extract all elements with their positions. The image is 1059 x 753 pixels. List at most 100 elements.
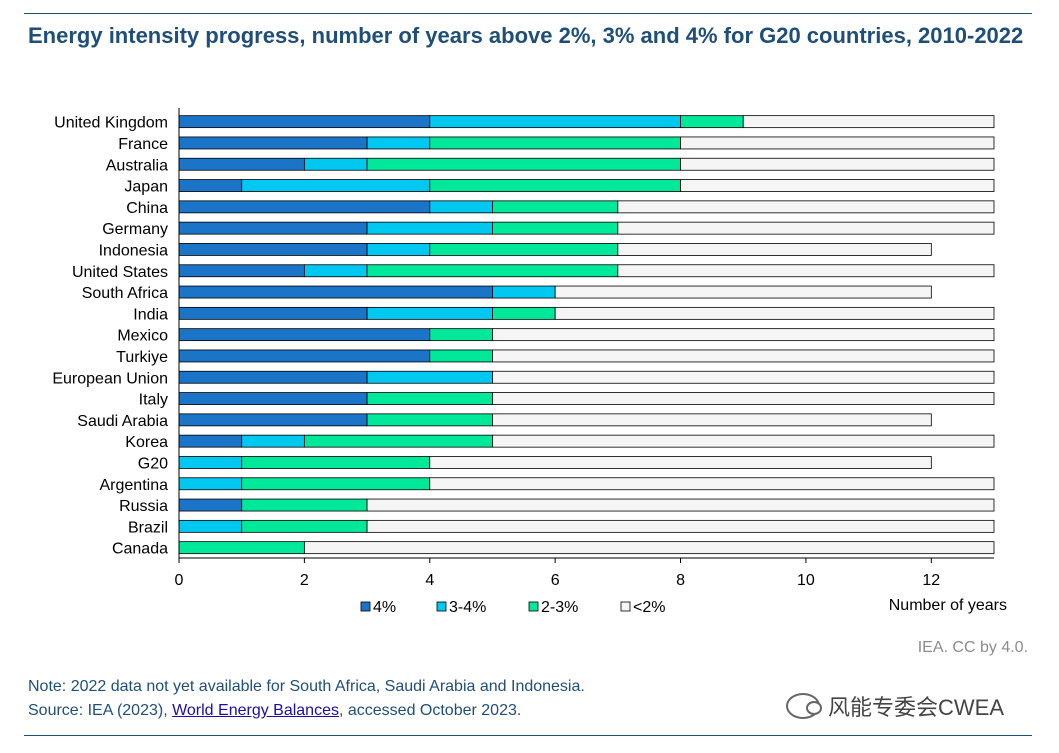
bar-segment — [742, 115, 995, 129]
category-label: South Africa — [82, 285, 168, 302]
bar-segment — [429, 243, 619, 256]
source-prefix: Source: IEA (2023), — [28, 702, 173, 719]
category-label: G20 — [138, 455, 168, 472]
bar-segment — [492, 370, 995, 384]
bar-segment — [178, 328, 431, 342]
bar-segment — [178, 243, 368, 256]
bar-segment — [617, 243, 932, 256]
bar-segment — [492, 328, 995, 342]
legend-swatch — [360, 601, 371, 612]
bar-segment — [366, 392, 493, 405]
bar-segment — [680, 157, 995, 171]
category-label: Germany — [102, 221, 168, 238]
bar-segment — [178, 179, 243, 192]
bar-segment — [366, 413, 493, 427]
bar-segment — [366, 306, 493, 320]
bar-segment — [492, 413, 932, 427]
bar-segment — [178, 434, 243, 448]
bar-segment — [617, 200, 995, 214]
bar-segment — [241, 434, 305, 448]
bar-segment — [178, 285, 493, 299]
bar-segment — [680, 115, 744, 129]
bar-segment — [178, 306, 368, 320]
bar-segment — [492, 285, 556, 299]
source-link[interactable]: World Energy Balances — [172, 702, 339, 719]
source-line: Source: IEA (2023), World Energy Balance… — [28, 699, 585, 723]
bar-segment — [429, 179, 681, 192]
category-label: Indonesia — [99, 242, 168, 259]
category-label: United States — [72, 264, 168, 281]
bar-segment — [241, 477, 431, 491]
category-label: Turkiye — [116, 349, 168, 366]
category-label: Japan — [124, 179, 168, 196]
bar-segment — [617, 221, 995, 235]
bar-segment — [178, 349, 431, 363]
x-tick-label: 6 — [551, 572, 560, 589]
bar-segment — [178, 370, 368, 384]
bar-segment — [492, 392, 995, 405]
bar-segment — [178, 157, 305, 171]
bar-segment — [680, 136, 995, 150]
category-label: Mexico — [117, 328, 168, 345]
bar-segment — [303, 541, 995, 555]
bar-segment — [178, 477, 243, 491]
category-label: European Union — [52, 370, 168, 387]
stacked-bar-chart: United Kingdom France Australia Japan China G… — [52, 108, 1007, 616]
source-suffix: , accessed October 2023. — [338, 702, 522, 719]
note-line: Note: 2022 data not yet available for So… — [28, 678, 585, 695]
watermark: 风能专委会CWEA — [786, 690, 1004, 722]
category-label: Korea — [125, 434, 168, 451]
bar-segment — [178, 200, 431, 214]
category-label: China — [126, 200, 168, 217]
legend-swatch — [620, 601, 631, 612]
bar-segment — [241, 498, 368, 512]
x-tick-label: 4 — [425, 572, 434, 589]
category-label: Italy — [139, 392, 168, 409]
x-axis-label: Number of years — [889, 597, 1007, 614]
bar-segment — [617, 264, 995, 278]
legend-label: 3-4% — [449, 599, 486, 616]
bar-segment — [241, 519, 368, 533]
category-label: United Kingdom — [54, 115, 168, 132]
bar-segment — [429, 136, 681, 150]
watermark-text: 风能专委会CWEA — [828, 695, 1005, 720]
bar-segment — [303, 157, 368, 171]
credit-text: IEA. CC by 4.0. — [917, 639, 1028, 656]
x-tick-label: 8 — [676, 572, 685, 589]
category-label: India — [133, 306, 168, 323]
wechat-icon — [786, 693, 822, 719]
bar-segment — [303, 264, 368, 278]
bar-segment — [366, 519, 995, 533]
bar-segment — [366, 370, 493, 384]
bar-segment — [178, 498, 243, 512]
page-title: Energy intensity progress, number of yea… — [28, 23, 1024, 48]
bar-segment — [178, 221, 368, 235]
legend-label: 2-3% — [541, 599, 578, 616]
bar-segment — [366, 157, 681, 171]
bar-segment — [366, 264, 619, 278]
bar-segment — [178, 264, 305, 278]
bar-segment — [178, 456, 243, 469]
note-block: Note: 2022 data not yet available for So… — [28, 675, 585, 723]
x-tick-label: 10 — [797, 572, 815, 589]
x-tick-label: 2 — [300, 572, 309, 589]
category-label: Argentina — [100, 477, 169, 494]
bar-segment — [366, 498, 995, 512]
bar-segment — [492, 306, 556, 320]
category-label: Saudi Arabia — [77, 413, 168, 430]
category-label: Australia — [106, 157, 168, 174]
bar-segment — [492, 349, 995, 363]
bar-segment — [680, 179, 995, 192]
bar-segment — [429, 456, 932, 469]
bar-segment — [554, 285, 932, 299]
legend-swatch — [528, 601, 539, 612]
legend-swatch — [436, 601, 447, 612]
bar-segment — [429, 477, 995, 491]
bar-segment — [429, 328, 493, 342]
x-tick-label: 12 — [922, 572, 940, 589]
bar-segment — [429, 115, 681, 129]
category-label: Brazil — [128, 519, 168, 536]
bar-segment — [178, 392, 368, 405]
x-tick-label: 0 — [175, 572, 184, 589]
legend-label: 4% — [373, 599, 396, 616]
